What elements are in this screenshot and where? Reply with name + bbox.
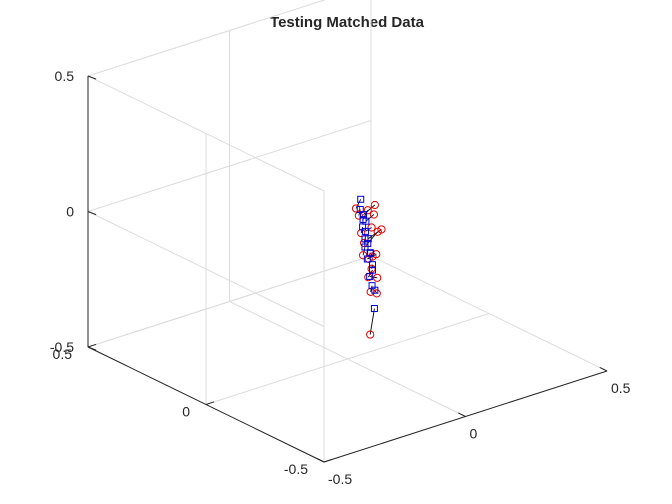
y-tick-label: 0 [182,404,190,420]
x-tick-label: -0.5 [328,471,352,487]
square-point [362,217,370,225]
x-tick-label: 0 [470,426,478,442]
y-tick [323,458,333,463]
z-tick-label: 0 [66,204,74,220]
square-point [361,227,369,235]
square-point [360,211,368,219]
square-point [367,249,375,257]
square-point [366,272,374,280]
y-tick-label: -0.5 [284,461,308,477]
x-tick [458,412,466,417]
grid-layer [86,0,609,463]
circle-point [370,200,379,210]
circle-point [366,330,375,339]
circle-point [367,223,376,232]
z-tick [87,75,97,80]
circle-point [359,238,369,248]
square-point [357,195,365,203]
gridline-y-floor [205,313,490,405]
z-tick-label: -0.5 [50,339,74,355]
square-point [370,305,378,313]
square-point [361,243,369,251]
axis-layer [87,75,608,463]
chart-title: Testing Matched Data [270,14,425,31]
z-tick [87,346,97,351]
x-tick-label: 0.5 [611,380,631,396]
gridline-z-wall-yz [87,211,325,327]
x-tick [599,366,608,372]
circle-point [377,225,386,234]
match-line [355,199,362,209]
circle-point [369,210,379,219]
y-tick [205,401,215,405]
match-line [365,214,375,222]
match-line [362,246,366,256]
square-point [364,235,372,243]
tick-labels: -0.500.5-0.500.5-0.500.5 [50,68,631,487]
square-point [369,261,377,269]
markers [351,195,386,339]
x-tick [316,457,325,463]
y-tick-label: 0.5 [53,346,73,362]
square-point [371,286,379,294]
y-tick [87,343,97,348]
match-line [369,308,375,335]
gridline-z-wall-xz [87,120,372,212]
circle-point [363,206,372,215]
circle-point [373,273,382,282]
circle-point [351,204,361,213]
z-tick-label: 0.5 [55,68,75,84]
z-tick [87,211,97,216]
